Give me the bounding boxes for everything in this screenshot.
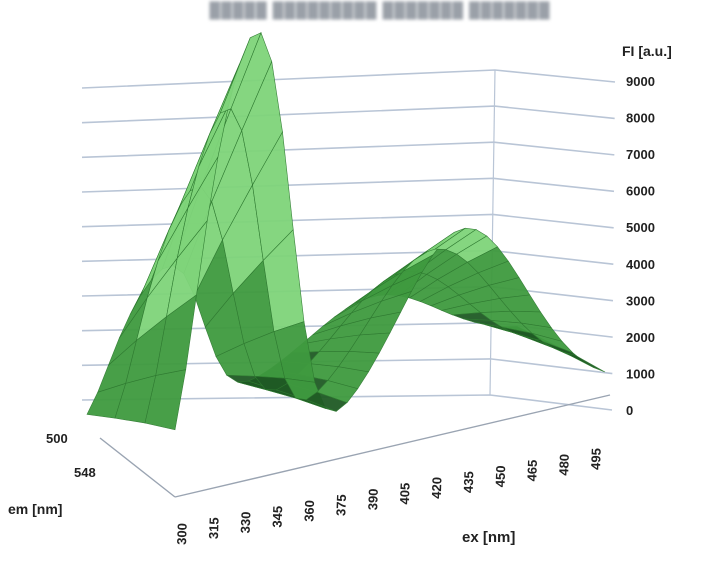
gridline xyxy=(81,213,614,229)
surface xyxy=(86,31,606,431)
x-tick-label: 330 xyxy=(238,511,254,533)
chart-title-blurred: █████ █████████ ███████ ███████ xyxy=(209,2,551,19)
z-tick-label: 0 xyxy=(626,403,633,418)
x-tick-label: 495 xyxy=(588,448,604,470)
z-tick-label: 3000 xyxy=(626,293,655,308)
gridline xyxy=(81,69,616,89)
z-tick-label: 4000 xyxy=(626,257,655,272)
gridline xyxy=(81,177,615,193)
z-tick-label: 9000 xyxy=(626,74,655,89)
x-tick-label: 480 xyxy=(556,454,572,476)
y-tick-label: 500 xyxy=(46,431,68,446)
x-axis-ticks: 300 315 330 345 360 375 390 405 420 435 450 465 480 4… xyxy=(174,448,604,545)
y-axis-ticks: 500 548 xyxy=(46,431,96,480)
x-tick-label: 390 xyxy=(365,488,381,510)
floor-axes xyxy=(99,394,611,498)
x-tick-label: 345 xyxy=(270,506,286,528)
em-axis-line xyxy=(99,437,176,498)
x-tick-label: 420 xyxy=(429,477,445,499)
gridline xyxy=(81,141,615,159)
x-tick-label: 360 xyxy=(301,500,317,522)
z-tick-label: 8000 xyxy=(626,111,655,126)
z-tick-label: 1000 xyxy=(626,366,655,381)
x-tick-label: 375 xyxy=(333,494,349,516)
x-tick-label: 465 xyxy=(524,459,540,481)
x-tick-label: 405 xyxy=(397,483,413,505)
z-tick-label: 2000 xyxy=(626,330,655,345)
surface-facet xyxy=(564,352,606,373)
x-tick-label: 435 xyxy=(461,471,477,493)
z-tick-label: 7000 xyxy=(626,147,655,162)
z-axis-ticks: 0 1000 2000 3000 4000 5000 6000 7000 8000 9000 xyxy=(626,74,655,418)
y-tick-label: 548 xyxy=(74,465,96,480)
z-tick-label: 6000 xyxy=(626,184,655,199)
y-axis-label: em [nm] xyxy=(8,501,62,517)
gridline xyxy=(81,105,615,124)
x-tick-label: 450 xyxy=(492,465,508,487)
x-axis-label: ex [nm] xyxy=(462,529,515,546)
z-axis-label: FI [a.u.] xyxy=(622,43,672,59)
ex-axis-line xyxy=(174,394,611,498)
x-tick-label: 300 xyxy=(174,523,190,545)
z-tick-label: 5000 xyxy=(626,220,655,235)
x-tick-label: 315 xyxy=(206,517,222,539)
wall-edge xyxy=(489,69,496,396)
